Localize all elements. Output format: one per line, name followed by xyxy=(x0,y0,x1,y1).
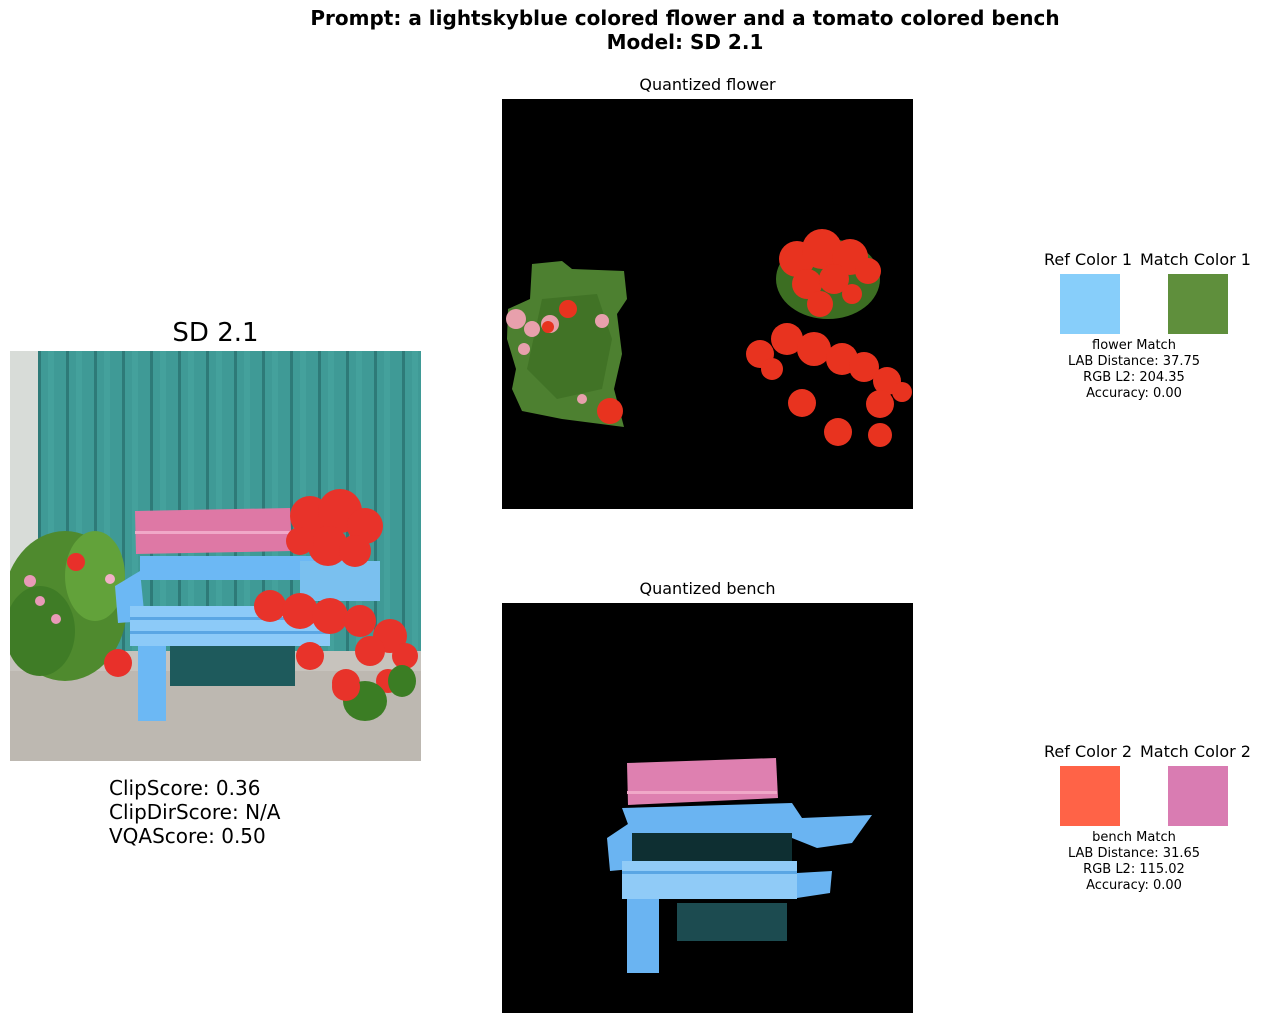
quantized-bench-title: Quantized bench xyxy=(639,579,776,598)
score-list: ClipScore: 0.36 ClipDirScore: N/A VQASco… xyxy=(109,776,280,848)
match-color-1-label: Match Color 1 xyxy=(1140,250,1251,269)
flower-accuracy: Accuracy: 0.00 xyxy=(1086,386,1182,401)
match-color-2-swatch xyxy=(1168,766,1228,826)
bench-match-info: bench Match LAB Distance: 31.65 RGB L2: … xyxy=(1034,830,1234,894)
clip-score: ClipScore: 0.36 xyxy=(109,776,261,800)
ref-color-1-swatch xyxy=(1060,274,1120,334)
ref-color-2-label: Ref Color 2 xyxy=(1044,742,1132,761)
quantized-bench-image xyxy=(502,603,913,1013)
prompt-title: Prompt: a lightskyblue colored flower an… xyxy=(310,6,1060,30)
quantized-flower-title: Quantized flower xyxy=(639,75,776,94)
match-color-2-label: Match Color 2 xyxy=(1140,742,1251,761)
bench-match-name: bench Match xyxy=(1092,830,1176,845)
generated-image-title: SD 2.1 xyxy=(172,318,259,348)
match-color-1-swatch xyxy=(1168,274,1228,334)
ref-color-1-label: Ref Color 1 xyxy=(1044,250,1132,269)
clip-dir-score: ClipDirScore: N/A xyxy=(109,800,281,824)
bench-lab-distance: LAB Distance: 31.65 xyxy=(1067,846,1201,861)
vqa-score: VQAScore: 0.50 xyxy=(109,824,266,848)
figure-title: Prompt: a lightskyblue colored flower an… xyxy=(0,6,1265,54)
flower-match-name: flower Match xyxy=(1092,338,1176,353)
flower-match-info: flower Match LAB Distance: 37.75 RGB L2:… xyxy=(1034,338,1234,402)
flower-lab-distance: LAB Distance: 37.75 xyxy=(1067,354,1201,369)
bench-rgb-l2: RGB L2: 115.02 xyxy=(1083,862,1185,877)
ref-color-2-swatch xyxy=(1060,766,1120,826)
model-title-line: Model: SD 2.1 xyxy=(606,30,764,54)
quantized-flower-image xyxy=(502,99,913,509)
flower-rgb-l2: RGB L2: 204.35 xyxy=(1083,370,1185,385)
bench-accuracy: Accuracy: 0.00 xyxy=(1086,878,1182,893)
generated-image xyxy=(10,351,421,761)
